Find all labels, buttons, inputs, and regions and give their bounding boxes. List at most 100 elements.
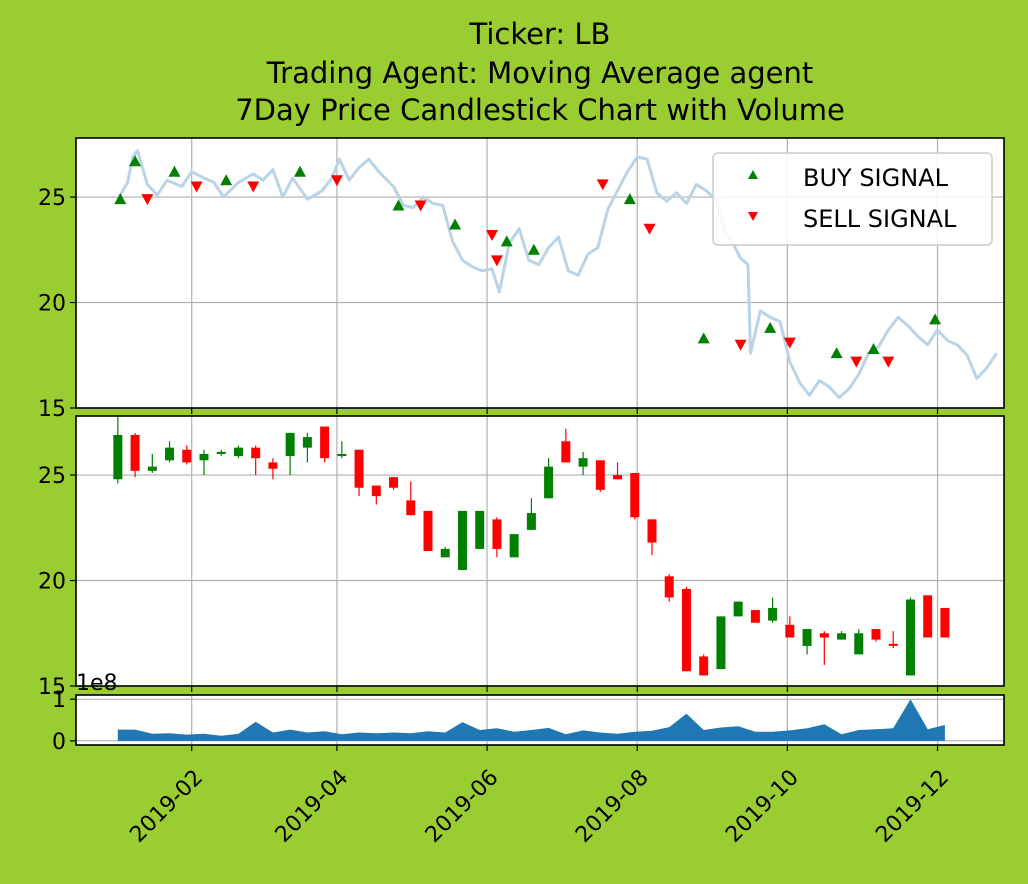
price-ytick-label-0: 15 (38, 397, 66, 422)
chart-title: Ticker: LB Trading Agent: Moving Average… (235, 17, 845, 127)
candle-body-18 (423, 510, 433, 551)
candle-body-0 (113, 434, 123, 480)
candle-body-48 (940, 607, 950, 638)
candle-body-42 (837, 633, 847, 640)
candle-body-10 (285, 432, 295, 457)
sell-signal-marker-1 (190, 181, 203, 193)
legend-buy-marker (748, 170, 758, 179)
title-line-chart: 7Day Price Candlestick Chart with Volume (235, 93, 845, 127)
candle-body-40 (802, 629, 812, 646)
candle-body-21 (475, 510, 485, 549)
candle-body-46 (905, 599, 915, 676)
candle-face (76, 416, 1004, 686)
sell-signal-marker-12 (882, 356, 895, 368)
sell-signal-marker-4 (414, 200, 427, 212)
candle-body-34 (699, 656, 709, 676)
buy-signal-marker-9 (623, 193, 636, 205)
volume-border (75, 694, 1005, 746)
volume-panel: 0 1 1e8 (52, 671, 1005, 755)
buy-signal-marker-6 (449, 218, 462, 230)
volume-ytick-label-0: 0 (52, 730, 66, 755)
title-line-ticker: Ticker: LB (469, 17, 611, 51)
sell-signal-marker-9 (734, 339, 747, 351)
candle-body-3 (165, 447, 175, 461)
candle-body-2 (147, 466, 157, 471)
candle-body-31 (647, 519, 657, 543)
legend-sell-label: SELL SIGNAL (803, 205, 957, 233)
legend-sell-marker (748, 212, 758, 221)
buy-signal-marker-14 (929, 313, 942, 325)
sell-signal-marker-0 (141, 194, 154, 206)
candle-body-43 (854, 633, 864, 655)
title-line-agent: Trading Agent: Moving Average agent (266, 56, 814, 90)
sell-signal-marker-2 (247, 181, 260, 193)
candle-ytick-label-1: 20 (38, 570, 66, 595)
candle-body-9 (268, 462, 278, 469)
buy-signal-marker-10 (697, 332, 710, 344)
buy-signal-marker-1 (129, 155, 142, 167)
candle-body-47 (923, 595, 933, 638)
legend: BUY SIGNAL SELL SIGNAL (712, 152, 993, 246)
candle-body-20 (457, 510, 467, 570)
buy-signal-marker-8 (527, 243, 540, 255)
candle-body-27 (578, 458, 588, 467)
candle-body-35 (716, 616, 726, 670)
sell-signal-marker-10 (783, 337, 796, 349)
buy-signal-marker-13 (867, 342, 880, 354)
candle-body-39 (785, 624, 795, 638)
candle-body-36 (733, 601, 743, 617)
volume-offset-label: 1e8 (76, 671, 118, 696)
legend-box (712, 152, 993, 246)
buy-signal-marker-11 (764, 321, 777, 333)
candle-body-41 (819, 633, 829, 638)
price-ytick-label-2: 25 (38, 186, 66, 211)
candle-body-33 (681, 588, 691, 672)
candle-ytick-label-2: 25 (38, 464, 66, 489)
candle-body-23 (509, 534, 519, 558)
sell-signal-marker-3 (330, 175, 343, 187)
candle-body-1 (130, 434, 140, 471)
candle-body-38 (768, 607, 778, 621)
buy-signal-marker-0 (114, 193, 127, 205)
candle-body-8 (251, 447, 261, 459)
candle-body-14 (354, 449, 364, 488)
candle-body-16 (389, 477, 399, 488)
candle-body-7 (233, 447, 243, 457)
candle-panel: 15 20 25 (38, 415, 1005, 700)
candle-body-4 (182, 449, 192, 463)
buy-signal-marker-7 (500, 235, 513, 247)
candle-body-28 (595, 460, 605, 490)
buy-signal-marker-5 (392, 199, 405, 211)
legend-buy-label: BUY SIGNAL (803, 164, 949, 192)
candle-body-15 (371, 485, 381, 497)
candle-body-30 (630, 472, 640, 518)
candle-body-11 (302, 437, 312, 448)
candle-body-26 (561, 441, 571, 463)
sell-signal-marker-8 (643, 223, 656, 235)
price-close-line (116, 149, 998, 399)
candle-body-29 (613, 475, 623, 480)
buy-signal-marker-2 (168, 165, 181, 177)
candle-body-24 (526, 513, 536, 530)
sell-signal-marker-7 (596, 179, 609, 191)
candle-body-32 (664, 576, 674, 598)
volume-ytick-label-1: 1 (52, 688, 66, 713)
candle-body-5 (199, 453, 209, 461)
buy-signal-marker-12 (830, 347, 843, 359)
buy-signal-marker-3 (220, 174, 233, 186)
candle-body-45 (888, 643, 898, 646)
candle-body-13 (337, 453, 347, 457)
candle-border (75, 415, 1005, 687)
candle-ytick-label-0: 15 (38, 675, 66, 700)
price-ytick-label-1: 20 (38, 292, 66, 317)
volume-area (117, 699, 945, 741)
candle-body-19 (440, 548, 450, 558)
candle-body-25 (544, 466, 554, 499)
candle-body-6 (216, 451, 226, 454)
candle-body-22 (492, 519, 502, 549)
candle-body-44 (871, 629, 881, 640)
sell-signal-marker-11 (850, 356, 863, 368)
sell-signal-marker-6 (490, 255, 503, 267)
sell-signal-marker-5 (486, 230, 498, 242)
candle-body-12 (320, 426, 330, 459)
